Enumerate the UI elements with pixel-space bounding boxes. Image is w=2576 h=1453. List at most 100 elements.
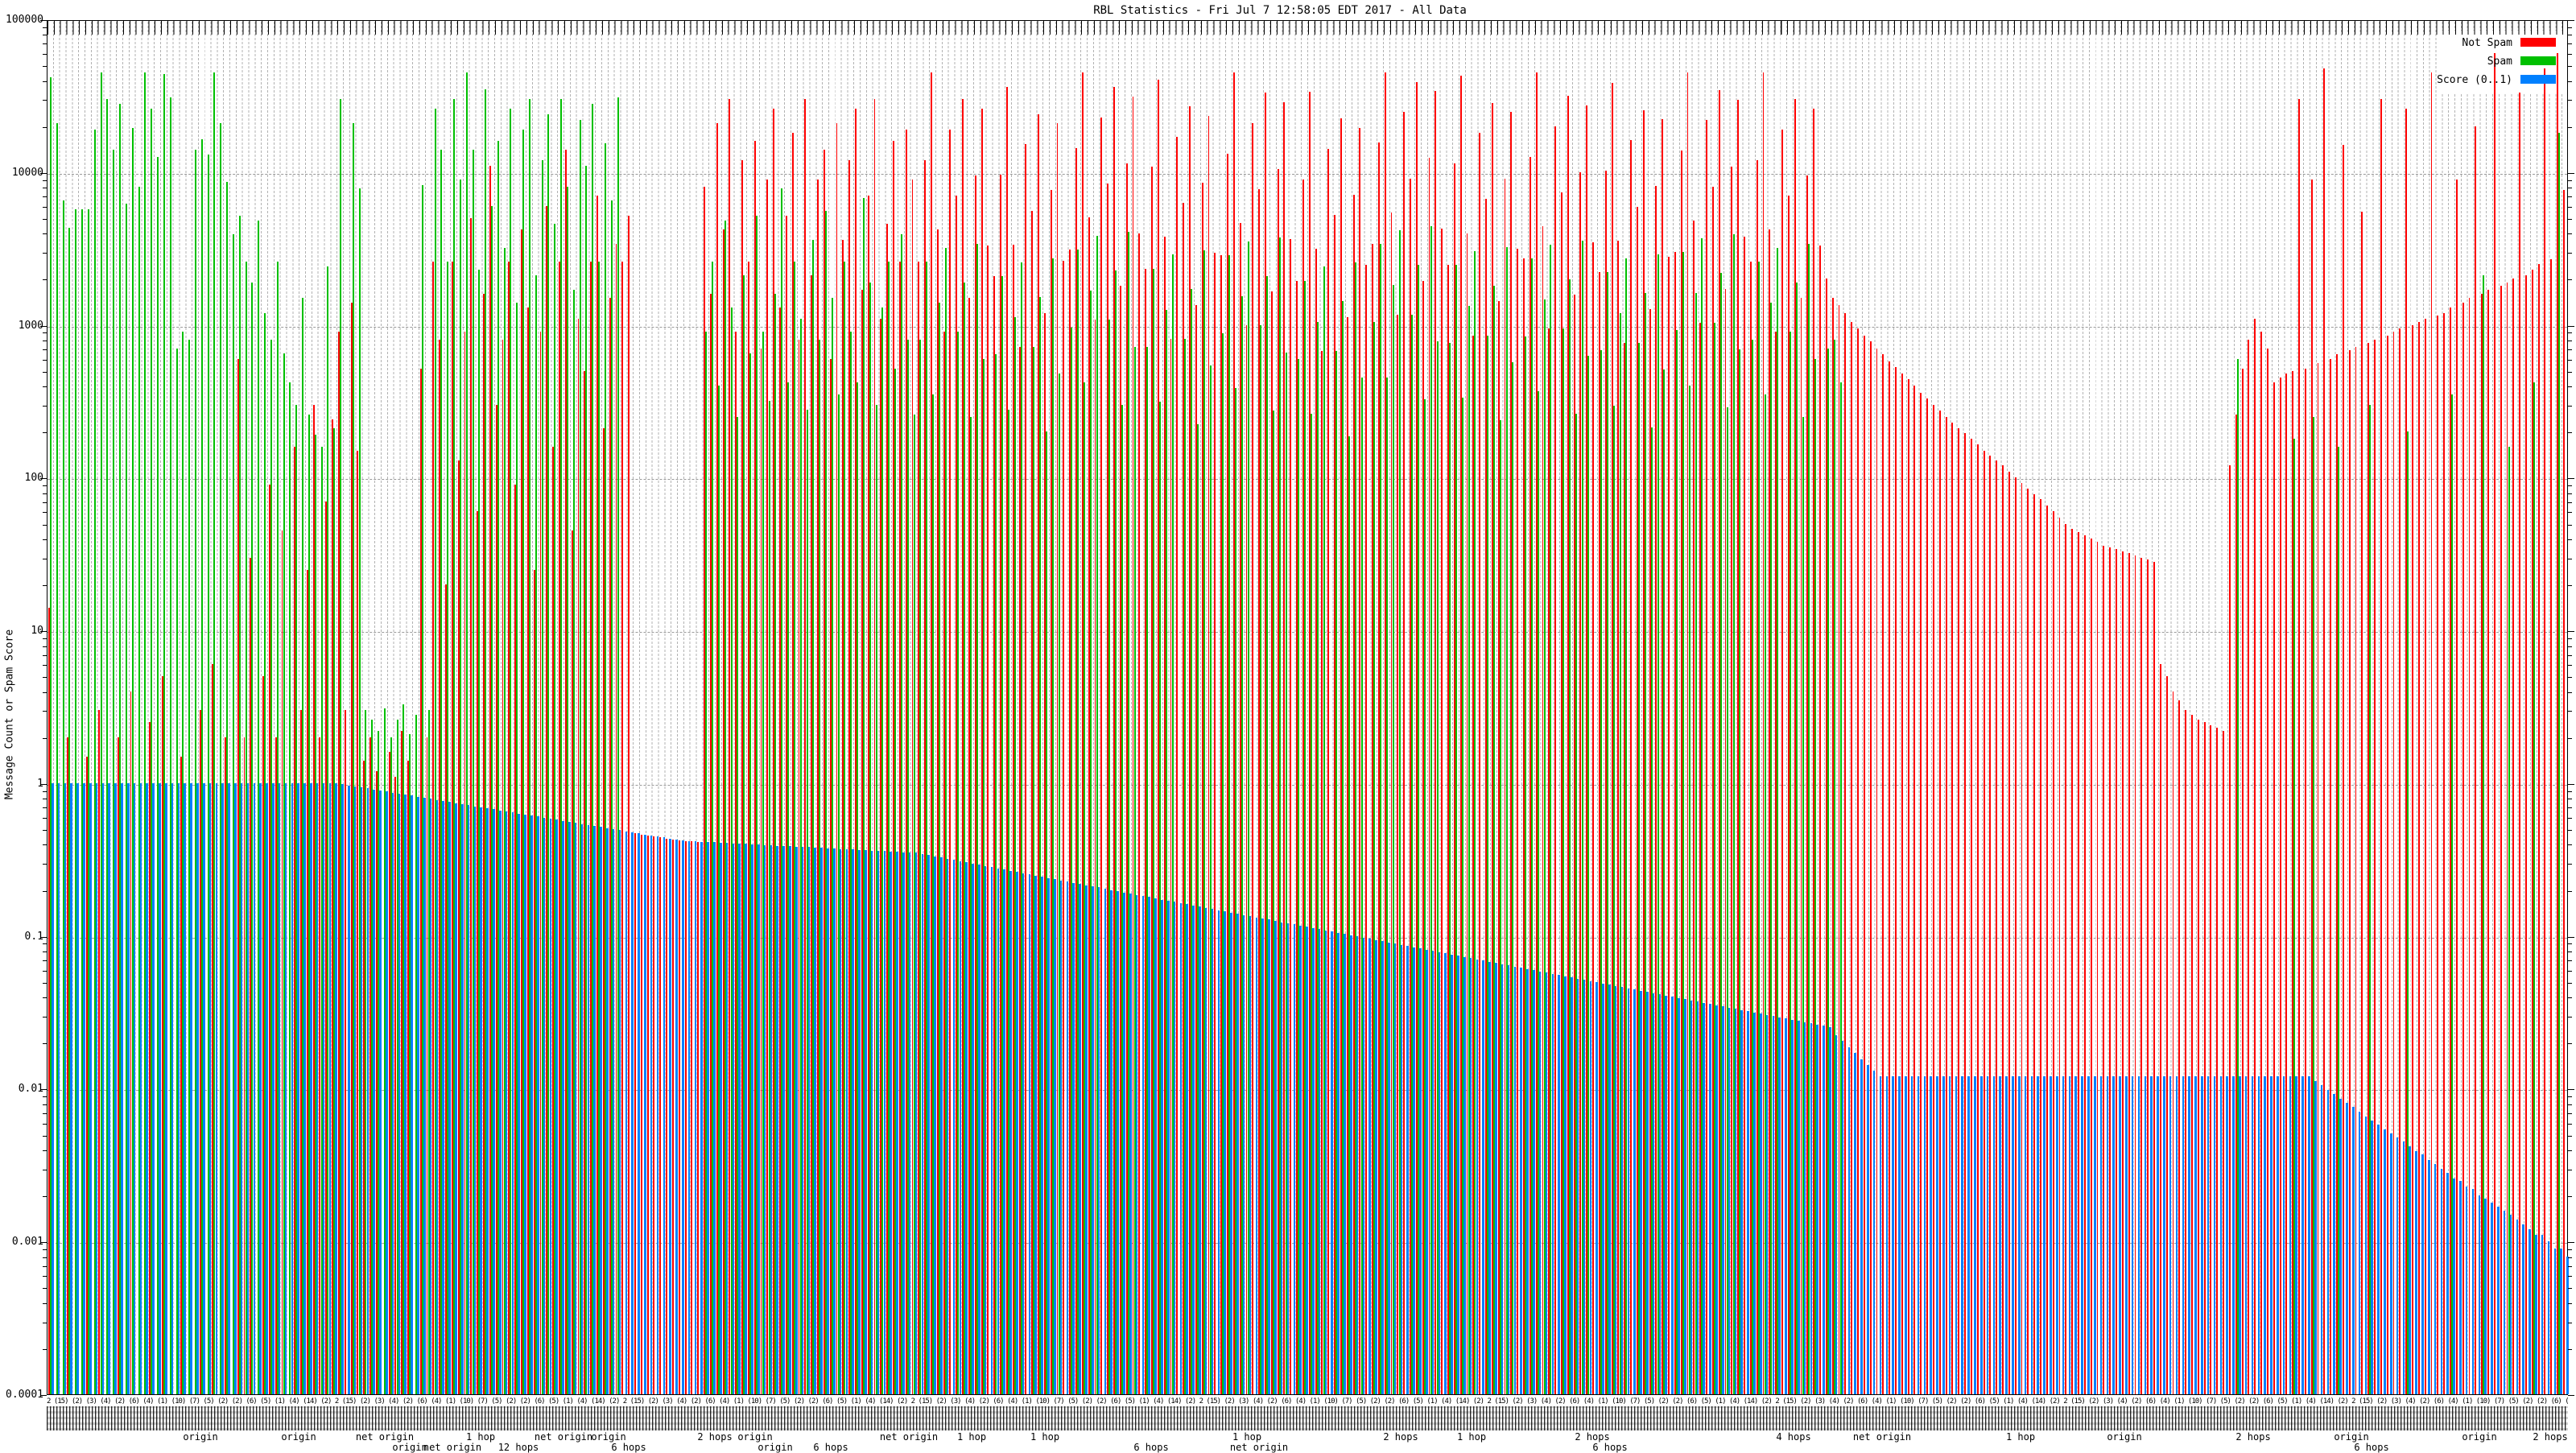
y-minor-tick — [2568, 100, 2572, 101]
bar-not-spam — [609, 298, 611, 1394]
bar-not-spam — [1151, 167, 1153, 1394]
bar-not-spam — [2512, 279, 2515, 1394]
bar-spam — [1719, 273, 1722, 1394]
bar-score — [1280, 922, 1283, 1394]
y-minor-tick — [2568, 665, 2572, 667]
bar-spam — [1625, 258, 1628, 1394]
bar-spam — [308, 414, 310, 1394]
bar-spam — [995, 354, 997, 1394]
bar-score — [959, 861, 962, 1394]
bar-score — [1482, 960, 1484, 1394]
bar-not-spam — [1415, 81, 1418, 1394]
bar-not-spam — [2374, 339, 2376, 1394]
x-sublabel: origin — [758, 1442, 793, 1453]
y-minor-tick — [2568, 1348, 2572, 1350]
bar-not-spam — [1290, 239, 1292, 1394]
bar-not-spam — [2185, 710, 2187, 1394]
y-minor-tick — [2568, 1257, 2572, 1258]
bar-score — [845, 849, 848, 1394]
bar-not-spam — [2310, 179, 2313, 1394]
bar-score — [328, 782, 332, 1394]
y-minor-tick — [43, 677, 47, 679]
bar-score — [952, 860, 956, 1394]
bar-spam — [1058, 374, 1060, 1394]
bar-spam — [1158, 401, 1161, 1394]
bar-score — [146, 782, 149, 1394]
bar-not-spam — [1907, 379, 1909, 1394]
bar-spam — [270, 339, 272, 1394]
y-minor-tick — [43, 1096, 47, 1098]
bar-score — [1072, 882, 1075, 1394]
bar-spam — [503, 247, 506, 1394]
x-sublabel: 2 hops — [2533, 1431, 2568, 1443]
bar-score — [682, 840, 684, 1394]
y-minor-tick — [43, 371, 47, 373]
bar-score — [1154, 898, 1157, 1394]
bar-not-spam — [1724, 288, 1727, 1394]
bar-not-spam — [2027, 488, 2029, 1394]
bar-not-spam — [577, 318, 580, 1394]
y-tick-label: 10 — [31, 625, 43, 638]
bar-score — [1306, 927, 1308, 1394]
bar-score — [2112, 1076, 2115, 1394]
bar-not-spam — [1938, 411, 1941, 1394]
bar-score — [2037, 1076, 2040, 1394]
y-minor-tick — [2568, 233, 2572, 235]
bar-not-spam — [1838, 304, 1840, 1394]
horizontal-gridline — [47, 784, 2567, 786]
bar-not-spam — [1346, 316, 1348, 1394]
bar-not-spam — [735, 332, 737, 1394]
x-sublabel: 2 hops — [2235, 1431, 2271, 1443]
bar-score — [2131, 1076, 2134, 1394]
bar-not-spam — [2279, 378, 2281, 1394]
bar-score — [1217, 910, 1220, 1394]
bar-spam — [1222, 333, 1224, 1394]
bar-spam — [390, 737, 392, 1394]
bar-spam — [56, 122, 58, 1394]
horizontal-gridline — [47, 632, 2567, 634]
bar-score — [2377, 1125, 2380, 1394]
bar-not-spam — [489, 165, 491, 1394]
bar-spam — [869, 282, 871, 1394]
bar-spam — [1499, 420, 1501, 1394]
bar-not-spam — [237, 358, 239, 1394]
bar-spam — [421, 185, 423, 1394]
y-minor-tick — [2568, 691, 2572, 693]
bar-not-spam — [621, 261, 624, 1394]
bar-score — [1349, 935, 1352, 1394]
x-sublabel: 1 hop — [1456, 1431, 1487, 1443]
bar-spam — [1563, 328, 1565, 1394]
bar-not-spam — [407, 761, 409, 1394]
bar-not-spam — [508, 261, 510, 1394]
bar-not-spam — [741, 159, 743, 1394]
bar-not-spam — [2116, 549, 2117, 1394]
bar-score — [568, 822, 571, 1394]
bar-score — [1678, 997, 1680, 1394]
bar-not-spam — [823, 150, 825, 1394]
bar-score — [152, 782, 155, 1394]
y-major-tick — [2568, 1242, 2574, 1244]
bar-not-spam — [539, 332, 542, 1394]
bar-not-spam — [2248, 339, 2250, 1394]
bar-not-spam — [2223, 730, 2225, 1394]
bar-score — [1955, 1076, 1958, 1394]
bar-score — [2440, 1168, 2443, 1394]
bar-spam — [1247, 241, 1249, 1394]
bar-spam — [806, 409, 808, 1394]
bar-score — [2163, 1076, 2165, 1394]
bar-spam — [1013, 317, 1016, 1394]
bar-score — [1823, 1026, 1825, 1394]
bar-score — [1110, 890, 1113, 1394]
bar-score — [1905, 1076, 1907, 1394]
y-minor-tick — [43, 807, 47, 809]
bar-score — [1463, 956, 1466, 1394]
bar-score — [2099, 1076, 2103, 1394]
bar-score — [2270, 1076, 2273, 1394]
bar-spam — [87, 209, 89, 1394]
y-major-tick — [40, 1089, 47, 1091]
y-minor-tick — [43, 737, 47, 739]
bar-spam — [447, 261, 449, 1394]
bar-score — [745, 844, 747, 1394]
bar-score — [751, 844, 753, 1394]
y-tick-label: 0.1 — [24, 930, 43, 943]
